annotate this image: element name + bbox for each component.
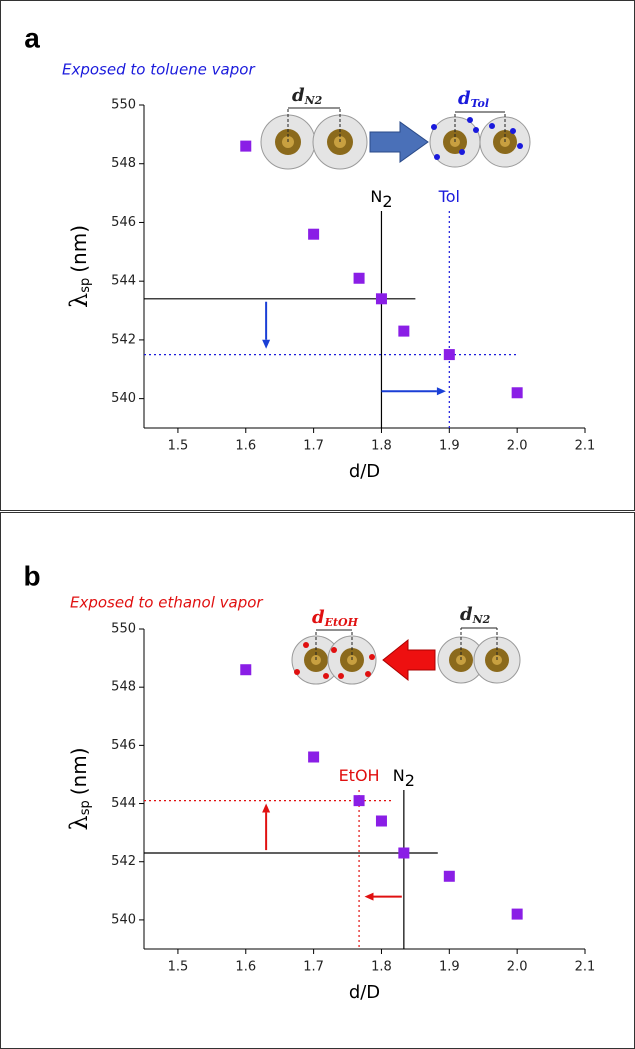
data-point bbox=[511, 908, 523, 920]
inset-label: dTol bbox=[458, 88, 489, 110]
y-tick-label: 548 bbox=[111, 680, 136, 695]
data-point bbox=[353, 272, 365, 284]
y-tick-label: 550 bbox=[111, 622, 136, 637]
inset-label-text: d bbox=[458, 88, 471, 109]
reference-label: Tol bbox=[438, 187, 460, 206]
y-axis-label: λsp (nm) bbox=[65, 747, 93, 830]
data-point bbox=[398, 847, 410, 859]
x-axis-label: d/D bbox=[349, 982, 380, 1003]
y-tick-label: 550 bbox=[111, 98, 136, 113]
inset-label-subscript: N2 bbox=[472, 613, 491, 626]
y-axis-label: λsp (nm) bbox=[65, 225, 93, 308]
y-label-subscript: sp bbox=[78, 800, 93, 815]
reference-label-text: N bbox=[370, 187, 382, 206]
y-tick-label: 540 bbox=[111, 912, 136, 927]
reference-label: N2 bbox=[370, 187, 392, 211]
inset-label-subscript: N2 bbox=[304, 94, 323, 107]
reference-label-text: Tol bbox=[438, 187, 460, 206]
data-point bbox=[398, 325, 410, 337]
arrow-head bbox=[436, 387, 446, 396]
y-tick-label: 546 bbox=[111, 215, 136, 230]
reference-label: N2 bbox=[393, 766, 415, 790]
x-tick-label: 1.5 bbox=[168, 439, 189, 454]
y-label-symbol: λ bbox=[65, 815, 93, 830]
inset-label: dEtOH bbox=[312, 607, 359, 629]
chart: a Exposed to toluene vapor 1.5 1.6 1.7 1.8 1.9… bbox=[24, 22, 595, 482]
y-tick-label: 540 bbox=[111, 391, 136, 406]
inset-label-subscript: EtOH bbox=[324, 616, 359, 629]
data-point bbox=[353, 795, 365, 807]
subtitle: Exposed to toluene vapor bbox=[62, 61, 255, 79]
panel-label: a bbox=[24, 22, 40, 53]
x-tick-label: 2.1 bbox=[575, 439, 596, 454]
x-tick-label: 1.9 bbox=[439, 439, 460, 454]
data-point bbox=[308, 228, 320, 240]
reference-label-subscript: 2 bbox=[405, 771, 415, 790]
inset-label-text: d bbox=[312, 607, 325, 628]
inset-diagram bbox=[291, 627, 521, 685]
x-tick-label: 2.0 bbox=[507, 960, 528, 975]
reference-label-subscript: 2 bbox=[382, 192, 392, 211]
x-axis-label: d/D bbox=[349, 461, 380, 482]
y-label-symbol: λ bbox=[65, 293, 93, 308]
data-point bbox=[240, 140, 252, 152]
inset-label-text: d bbox=[292, 85, 305, 106]
reference-label-text: EtOH bbox=[339, 766, 380, 785]
data-point bbox=[443, 349, 455, 361]
y-tick-label: 544 bbox=[111, 796, 136, 811]
data-point bbox=[308, 751, 320, 763]
data-point bbox=[240, 664, 252, 676]
y-tick-label: 548 bbox=[111, 156, 136, 171]
data-point bbox=[375, 815, 387, 827]
inset-label-text: d bbox=[460, 604, 473, 625]
panel-label: b bbox=[23, 560, 40, 591]
inset-label-subscript: Tol bbox=[471, 97, 489, 110]
reference-label: EtOH bbox=[339, 766, 380, 785]
data-point bbox=[375, 293, 387, 305]
arrow-head bbox=[262, 339, 271, 349]
y-label-subscript: sp bbox=[78, 278, 93, 293]
x-tick-label: 1.7 bbox=[303, 960, 324, 975]
chart: b Exposed to ethanol vapor 1.5 1.6 1.7 1.8 1.9… bbox=[23, 560, 595, 1003]
x-tick-label: 1.5 bbox=[168, 960, 189, 975]
arrow-head bbox=[364, 892, 374, 901]
x-tick-label: 1.6 bbox=[235, 960, 256, 975]
inset-label: dN2 bbox=[460, 604, 491, 626]
x-tick-label: 1.6 bbox=[235, 439, 256, 454]
y-tick-label: 544 bbox=[111, 274, 136, 289]
data-point bbox=[443, 870, 455, 882]
x-tick-label: 1.8 bbox=[371, 439, 392, 454]
y-label-unit: (nm) bbox=[67, 747, 91, 795]
x-tick-label: 1.8 bbox=[371, 960, 392, 975]
subtitle: Exposed to ethanol vapor bbox=[70, 594, 263, 612]
inset-label: dN2 bbox=[292, 85, 323, 107]
data-point bbox=[511, 387, 523, 399]
x-tick-label: 2.0 bbox=[507, 439, 528, 454]
arrow-head bbox=[262, 803, 271, 813]
x-tick-label: 1.7 bbox=[303, 439, 324, 454]
x-tick-label: 2.1 bbox=[575, 960, 596, 975]
reference-label-text: N bbox=[393, 766, 405, 785]
y-tick-label: 542 bbox=[111, 332, 136, 347]
x-tick-label: 1.9 bbox=[439, 960, 460, 975]
y-label-unit: (nm) bbox=[67, 225, 91, 273]
y-tick-label: 546 bbox=[111, 738, 136, 753]
inset-diagram bbox=[260, 107, 531, 170]
y-tick-label: 542 bbox=[111, 854, 136, 869]
